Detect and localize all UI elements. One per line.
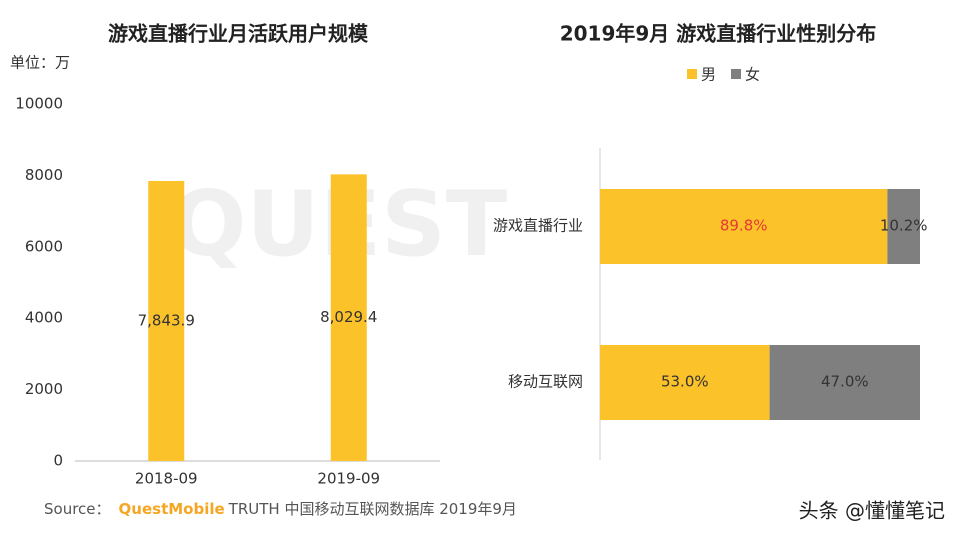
y-tick-label: 0 — [53, 452, 63, 470]
bar-segment — [887, 189, 920, 264]
y-tick-label: 游戏直播行业 — [493, 217, 583, 235]
value-label: 7,843.9 — [138, 311, 195, 329]
value-label: 47.0% — [821, 373, 869, 391]
y-tick-label: 4000 — [25, 309, 63, 327]
y-tick-label: 8000 — [25, 166, 63, 184]
y-tick-label: 2000 — [25, 380, 63, 398]
credit: 头条 @懂懂笔记 — [799, 499, 945, 523]
chart-title: 游戏直播行业月活跃用户规模 — [108, 22, 369, 46]
bar — [148, 180, 185, 461]
chart-title: 2019年9月 游戏直播行业性别分布 — [560, 22, 877, 46]
bar-segment — [769, 345, 920, 420]
legend-swatch — [687, 69, 697, 79]
y-tick-label: 移动互联网 — [508, 373, 583, 391]
source-brand: QuestMobile — [119, 500, 225, 518]
source: Source： QuestMobile TRUTH 中国移动互联网数据库 2019年… — [44, 500, 517, 518]
bar-segment — [600, 345, 770, 420]
bar — [330, 174, 367, 462]
source-text: TRUTH 中国移动互联网数据库 2019年9月 — [228, 500, 517, 518]
value-label: 10.2% — [880, 217, 928, 235]
value-label: 53.0% — [661, 373, 709, 391]
source-prefix: Source： — [44, 500, 111, 518]
legend-label: 男 — [701, 66, 716, 84]
unit-label: 单位：万 — [10, 54, 70, 72]
x-tick-label: 2018-09 — [135, 470, 198, 488]
y-tick-label: 10000 — [15, 95, 63, 113]
y-tick-label: 6000 — [25, 237, 63, 255]
value-label: 89.8% — [720, 217, 768, 235]
legend-swatch — [731, 69, 741, 79]
x-tick-label: 2019-09 — [317, 470, 380, 488]
value-label: 8,029.4 — [320, 308, 377, 326]
bar-segment — [600, 189, 888, 264]
legend-label: 女 — [745, 66, 760, 84]
